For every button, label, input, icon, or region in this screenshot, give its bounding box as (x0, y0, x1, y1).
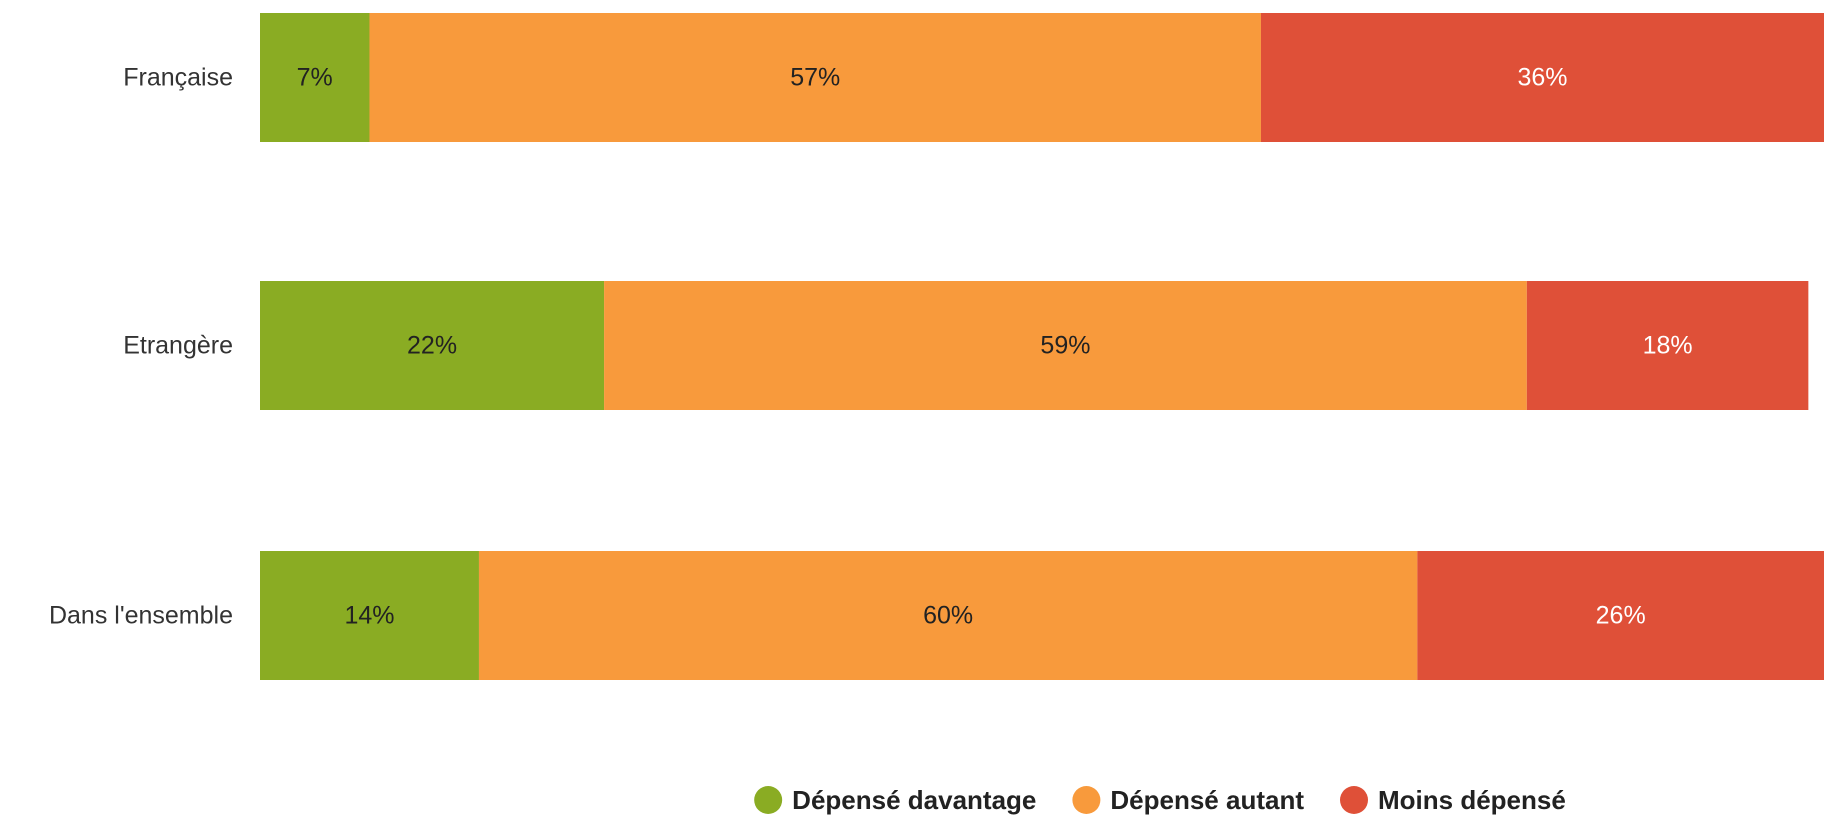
bar-segment (260, 13, 370, 142)
data-label: 57% (790, 64, 840, 92)
legend: Dépensé davantage Dépensé autant Moins dép… (754, 785, 1566, 815)
data-label: 60% (923, 602, 973, 630)
bar-segment (604, 281, 1527, 410)
category-label: Dans l'ensemble (49, 602, 233, 630)
legend-item: Dépensé autant (1072, 785, 1304, 815)
legend-marker (1072, 786, 1101, 814)
legend-label: Moins dépensé (1378, 785, 1566, 815)
bar-segment (260, 551, 479, 680)
bar-segment (1260, 13, 1824, 142)
bar-segment (369, 13, 1261, 142)
category-label: Etrangère (123, 332, 233, 360)
legend-label: Dépensé autant (1110, 785, 1304, 815)
bar-segment (478, 551, 1418, 680)
bar-segment (1526, 281, 1809, 410)
bar-segment (1417, 551, 1824, 680)
bar-segment (260, 281, 605, 410)
data-label: 26% (1596, 602, 1646, 630)
data-label: 7% (297, 64, 333, 92)
category-axis: Française Etrangère Dans l'ensemble (49, 64, 233, 630)
data-label: 14% (344, 602, 394, 630)
legend-label: Dépensé davantage (792, 785, 1036, 815)
legend-marker (754, 786, 783, 814)
legend-marker (1340, 786, 1368, 814)
plot-area: 7% 57% 36% 22% 59% 18% 14% 60% 26% (260, 13, 1824, 680)
category-label: Française (123, 64, 233, 92)
data-label: 22% (407, 332, 457, 360)
data-label: 36% (1517, 64, 1567, 92)
legend-item: Dépensé davantage (754, 785, 1036, 815)
data-label: 59% (1040, 332, 1090, 360)
legend-item: Moins dépensé (1340, 785, 1566, 815)
data-label: 18% (1643, 332, 1693, 360)
